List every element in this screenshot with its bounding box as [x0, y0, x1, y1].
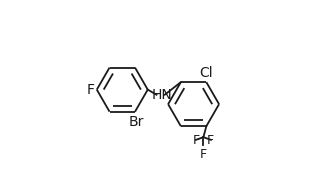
Text: F: F	[207, 135, 214, 147]
Text: Br: Br	[129, 115, 144, 129]
Text: HN: HN	[151, 88, 172, 102]
Text: Cl: Cl	[199, 66, 212, 80]
Text: F: F	[200, 148, 207, 161]
Text: F: F	[87, 83, 95, 97]
Text: F: F	[193, 135, 200, 147]
